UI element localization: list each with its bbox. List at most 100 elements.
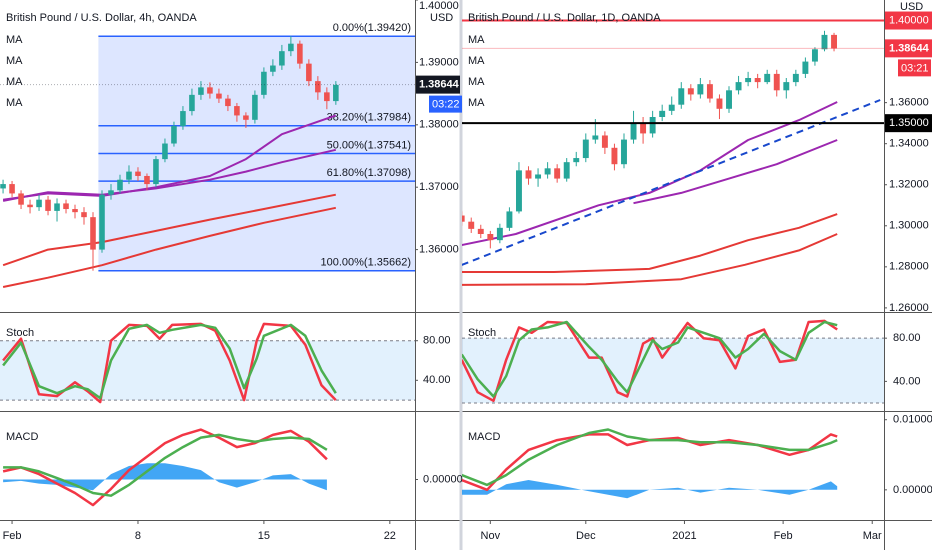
candle-body: [18, 193, 24, 205]
level-label: 1.40000: [889, 14, 929, 26]
candle-body: [162, 143, 168, 160]
candle-body: [573, 158, 580, 163]
candle-body: [9, 184, 15, 194]
candle-body: [207, 87, 213, 94]
candle-body: [754, 78, 761, 83]
candle-body: [198, 87, 204, 95]
last-price-label: 1.38644: [419, 79, 460, 91]
candle-body: [477, 228, 484, 234]
y-tick-label: 80.00: [893, 332, 921, 344]
candle-body: [279, 51, 285, 66]
legend-label: MA: [468, 97, 485, 109]
candle-body: [63, 203, 69, 210]
candle-body: [611, 147, 618, 165]
x-tick-label: Feb: [774, 530, 793, 542]
moving-average: [633, 139, 838, 205]
y-tick-label: 1.39000: [419, 56, 459, 68]
candle-body: [54, 203, 60, 211]
moving-average: [2, 206, 337, 288]
trendline: [462, 99, 881, 266]
y-tick-label: 0.00000: [893, 484, 932, 496]
level-label-box: [885, 11, 932, 30]
legend-label: MA: [6, 55, 23, 67]
candle-body: [117, 179, 123, 191]
candle-body: [333, 84, 339, 102]
candle-body: [506, 211, 513, 228]
candle-body: [745, 78, 752, 83]
stoch-title: Stoch: [468, 327, 496, 339]
candle-body: [706, 84, 713, 99]
y-tick-label: 0.01000: [893, 414, 932, 426]
countdown-box: [429, 95, 462, 113]
level-label-box: [885, 114, 932, 133]
candle-body: [270, 65, 276, 72]
candle-body: [525, 170, 532, 179]
y-tick-label: 80.00: [423, 335, 451, 347]
candle-body: [261, 71, 267, 95]
candle-body: [72, 209, 78, 213]
macd-title: MACD: [6, 431, 38, 443]
macd-histogram: [3, 463, 327, 491]
candle-body: [783, 82, 790, 91]
candle-body: [189, 94, 195, 112]
moving-average: [462, 233, 838, 286]
y-tick-label: 1.34000: [889, 138, 929, 150]
stoch-line: [462, 319, 838, 403]
countdown-box: [898, 59, 931, 77]
panel: [462, 19, 884, 286]
level-label: 1.35000: [889, 117, 929, 129]
x-tick-label: 2021: [672, 530, 696, 542]
candle-body: [773, 73, 780, 91]
candle-body: [668, 104, 675, 111]
chart-title: British Pound / U.S. Dollar, 1D, OANDA: [468, 12, 661, 24]
fib-label: 61.80%(1.37098): [327, 167, 411, 179]
y-tick-label: 1.40000: [419, 0, 459, 12]
x-tick-label: Nov: [481, 530, 501, 542]
stoch-line: [462, 320, 838, 398]
candle-body: [554, 168, 561, 179]
y-tick-label: 1.30000: [889, 220, 929, 232]
fib-label: 38.20%(1.37984): [327, 112, 411, 124]
y-tick-label: 1.36000: [889, 97, 929, 109]
candle-body: [306, 63, 312, 82]
candle-body: [36, 199, 42, 208]
panel: [462, 319, 884, 404]
y-tick-label: 1.32000: [889, 179, 929, 191]
candle-body: [544, 168, 551, 175]
legend-label: MA: [6, 97, 23, 109]
candle-body: [831, 34, 837, 49]
candle-body: [601, 135, 608, 148]
candle-body: [468, 221, 475, 229]
candle-body: [821, 34, 828, 50]
candle-body: [726, 90, 732, 109]
countdown-label: 03:21: [901, 62, 929, 74]
candle-body: [687, 88, 694, 95]
candle-body: [27, 204, 33, 208]
candle-body: [225, 98, 231, 107]
candle-body: [640, 123, 647, 134]
candle-body: [243, 115, 249, 120]
candle-body: [621, 139, 627, 165]
candle-body: [81, 212, 87, 218]
candle-body: [135, 171, 141, 176]
macd-line: [3, 433, 328, 497]
moving-average: [2, 148, 337, 202]
candle-body: [99, 194, 105, 250]
currency-label: USD: [900, 1, 923, 13]
candle-body: [288, 43, 294, 52]
countdown-label: 03:22: [432, 99, 460, 111]
panel: [462, 428, 838, 499]
candle-body: [592, 135, 599, 140]
legend-label: MA: [468, 55, 485, 67]
y-tick-label: 40.00: [893, 375, 921, 387]
candle-body: [811, 49, 818, 62]
candle-body: [90, 217, 96, 250]
candle-body: [234, 106, 240, 116]
candle-body: [792, 73, 799, 83]
legend-label: MA: [468, 34, 485, 46]
candle-body: [0, 184, 6, 189]
candle-body: [716, 98, 723, 109]
y-tick-label: 1.37000: [419, 181, 459, 193]
stoch-band: [462, 338, 884, 403]
stoch-title: Stoch: [6, 327, 34, 339]
